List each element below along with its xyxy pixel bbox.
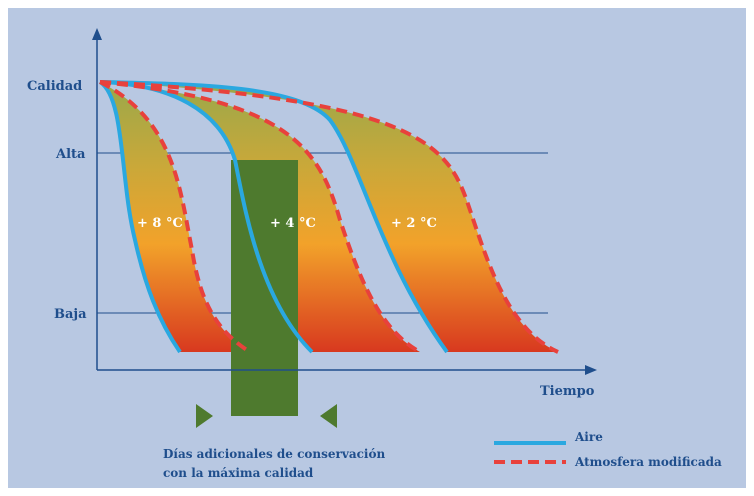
ma-curve-8c — [99, 80, 252, 354]
legend-label-modified-atmosphere: Atmosfera modificada — [574, 455, 722, 469]
annotation-line-2: con la máxima calidad — [163, 466, 314, 480]
band-8c — [100, 82, 250, 352]
background-panel — [8, 8, 746, 488]
y-axis-label: Calidad — [27, 79, 82, 94]
left-pointing-triangle-icon — [320, 404, 337, 428]
right-pointing-triangle-icon — [196, 404, 213, 428]
band-2c — [100, 82, 558, 352]
annotation-line-1: Días adicionales de conservación — [163, 447, 385, 461]
level-label-alta: Alta — [55, 147, 86, 162]
air-curve-2c — [99, 80, 449, 354]
ma-curve-4c — [99, 80, 421, 354]
x-axis-arrow-icon — [585, 365, 597, 375]
air-curve-8c — [98, 80, 182, 354]
band-label-8c: + 8 °C — [137, 216, 183, 231]
band-label-4c: + 4 °C — [270, 216, 316, 231]
y-axis-arrow-icon — [92, 28, 102, 40]
legend: Aire Atmosfera modificada — [494, 430, 722, 469]
band-label-2c: + 2 °C — [391, 216, 437, 231]
x-axis-label: Tiempo — [540, 384, 595, 399]
legend-label-air: Aire — [574, 430, 603, 444]
level-label-baja: Baja — [54, 307, 87, 322]
